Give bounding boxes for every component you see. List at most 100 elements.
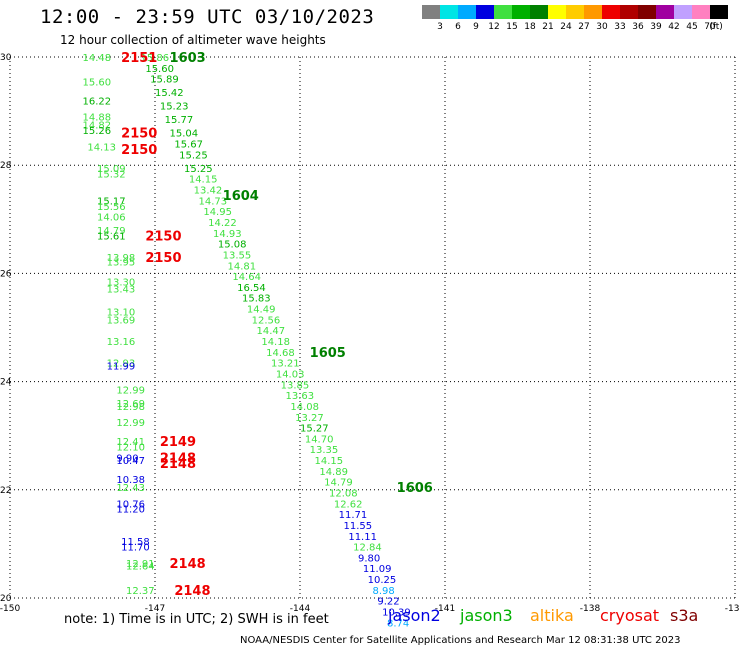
wave-height-value: 12.93 xyxy=(107,359,136,370)
wave-height-value: 15.42 xyxy=(155,88,184,99)
wave-height-value: 15.09 xyxy=(97,164,126,175)
scale-label: 30 xyxy=(596,22,608,32)
wave-height-value: 13.35 xyxy=(310,445,339,456)
wave-height-value: 15.61 xyxy=(97,232,126,243)
wave-height-value: 14.18 xyxy=(261,337,290,348)
pass-time-label: 1603 xyxy=(170,51,206,66)
wave-height-value: 13.30 xyxy=(107,278,136,289)
wave-height-value: 15.67 xyxy=(174,140,203,151)
scale-swatch xyxy=(602,5,620,19)
wave-height-value: 15.86 xyxy=(141,53,170,64)
scale-label: 9 xyxy=(473,22,479,32)
x-tick-label: -144 xyxy=(290,604,311,614)
wave-height-value: 15.17 xyxy=(97,196,126,207)
wave-height-value: 13.21 xyxy=(271,359,300,370)
wave-height-value: 12.99 xyxy=(116,386,145,397)
pass-time-label: 1606 xyxy=(397,481,433,496)
wave-height-value: 12.98 xyxy=(116,402,145,413)
wave-height-value: 10.76 xyxy=(116,499,145,510)
pass-time-label: 2150 xyxy=(145,230,181,245)
scale-label: 21 xyxy=(542,22,554,32)
wave-height-value: 12.37 xyxy=(126,586,155,597)
wave-height-value: 14.47 xyxy=(257,326,286,337)
scale-swatch xyxy=(440,5,458,19)
wave-height-value: 15.83 xyxy=(242,294,271,305)
wave-height-value: 13.42 xyxy=(194,186,223,197)
wave-height-value: 14.95 xyxy=(203,207,232,218)
scale-swatch xyxy=(476,5,494,19)
scale-swatch xyxy=(494,5,512,19)
wave-height-value: 15.56 xyxy=(97,202,126,213)
wave-height-value: 14.82 xyxy=(83,121,112,132)
wave-height-value: 13.69 xyxy=(107,315,136,326)
pass-time-label: 2149 xyxy=(160,435,196,450)
wave-height-value: 14.79 xyxy=(97,226,126,237)
satellite-legend-jason2: jason2 xyxy=(388,606,441,625)
wave-height-value: 14.06 xyxy=(97,213,126,224)
wave-height-value: 10.25 xyxy=(368,575,397,586)
scale-swatch xyxy=(638,5,656,19)
satellite-legend-s3a: s3a xyxy=(670,606,699,625)
wave-height-value: 14.13 xyxy=(87,142,116,153)
wave-height-value: 14.49 xyxy=(247,305,276,316)
wave-height-value: 9.80 xyxy=(358,553,380,564)
wave-height-value: 12.69 xyxy=(116,399,145,410)
scale-swatch xyxy=(530,5,548,19)
x-tick-label: -141 xyxy=(435,604,455,614)
wave-height-value: 13.55 xyxy=(223,250,252,261)
time-labels: 2151 160321502150160421502150160521492148… xyxy=(121,51,433,599)
scale-swatch xyxy=(458,5,476,19)
note-row: note: 1) Time is in UTC; 2) SWH is in fe… xyxy=(64,606,740,634)
wave-height-value: 14.89 xyxy=(319,467,348,478)
scale-swatch xyxy=(422,5,440,19)
scale-label: 45 xyxy=(686,22,698,32)
satellite-legend-cryosat: cryosat xyxy=(600,606,660,625)
wave-height-value: 11.55 xyxy=(344,521,373,532)
wave-height-value: 11.20 xyxy=(116,505,145,516)
scale-label: 42 xyxy=(668,22,680,32)
scale-swatch xyxy=(584,5,602,19)
wave-height-value: 16.22 xyxy=(83,96,112,107)
y-tick-label: 26 xyxy=(0,269,12,279)
scale-label: 18 xyxy=(524,22,536,32)
wave-height-value: 14.79 xyxy=(324,478,353,489)
wave-height-value: 8.98 xyxy=(373,586,395,597)
wave-height-value: 13.85 xyxy=(281,380,310,391)
scale-label: 24 xyxy=(560,22,572,32)
scale-label: 6 xyxy=(455,22,461,32)
wave-height-value: 12.99 xyxy=(116,418,145,429)
wave-height-value: 12.08 xyxy=(329,489,358,500)
scale-swatch xyxy=(620,5,638,19)
page-title: 12:00 - 23:59 UTC 03/10/2023 xyxy=(40,6,375,28)
wave-height-value: 11.71 xyxy=(339,510,368,521)
wave-height-value: 14.15 xyxy=(315,456,344,467)
page-subtitle: 12 hour collection of altimeter wave hei… xyxy=(60,33,326,47)
wave-height-value: 12.62 xyxy=(334,499,363,510)
satellite-legend-altika: altika xyxy=(530,606,574,625)
wave-height-value: 11.09 xyxy=(363,564,392,575)
wave-height-value: 10.38 xyxy=(116,475,145,486)
scale-label: 3 xyxy=(437,22,443,32)
x-tick-label: -147 xyxy=(145,604,165,614)
scale-label: 36 xyxy=(632,22,644,32)
wave-height-value: 15.60 xyxy=(145,64,174,75)
wave-height-value: 15.32 xyxy=(97,169,126,180)
wave-height-value: 9.22 xyxy=(377,597,399,608)
wave-height-value: 12.56 xyxy=(252,315,281,326)
wave-height-value: 14.70 xyxy=(305,434,334,445)
y-tick-label: 30 xyxy=(0,53,12,63)
wave-height-value: 11.70 xyxy=(121,543,150,554)
wave-height-value: 10.39 xyxy=(382,608,411,619)
pass-time-label: 2150 xyxy=(121,143,157,158)
scale-swatch xyxy=(512,5,530,19)
wave-height-value: 15.25 xyxy=(179,150,208,161)
scale-label: 39 xyxy=(650,22,662,32)
wave-height-value: 15.26 xyxy=(83,126,112,137)
pass-time-label: 2150 xyxy=(121,127,157,142)
satellite-legend-jason3: jason3 xyxy=(460,606,513,625)
y-tick-label: 28 xyxy=(0,161,12,171)
wave-height-value: 11.58 xyxy=(121,537,150,548)
wave-height-value: 12.64 xyxy=(126,562,155,573)
wave-height-value: 15.23 xyxy=(160,102,189,113)
